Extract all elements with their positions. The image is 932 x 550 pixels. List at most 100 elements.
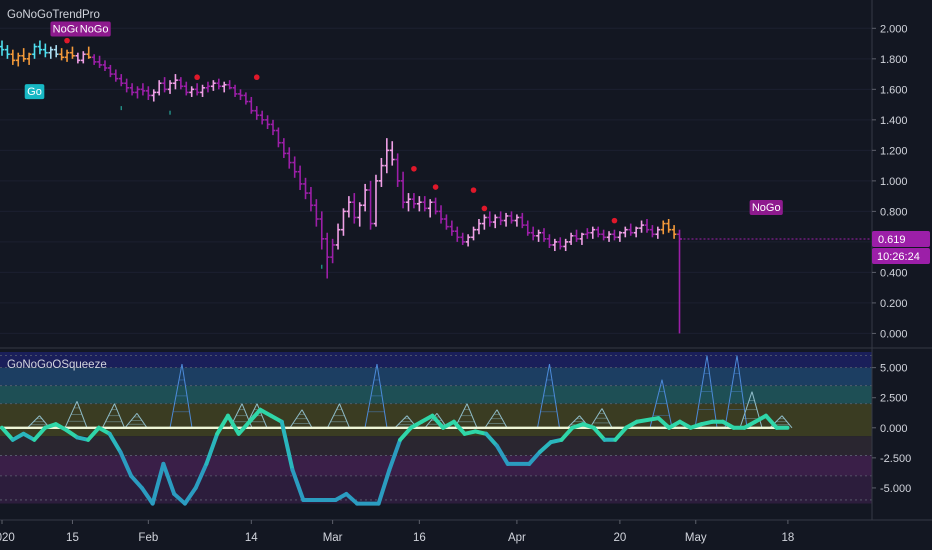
ohlc-bar <box>53 45 59 58</box>
oscillator-segment <box>10 431 26 442</box>
time-axis-label: 15 <box>66 532 79 544</box>
ohlc-bar <box>297 165 303 191</box>
ohlc-bar <box>650 225 655 238</box>
reversal-dot <box>481 205 488 212</box>
ohlc-bar <box>357 202 363 227</box>
ohlc-bar <box>368 180 373 230</box>
oscillator-segment <box>96 425 112 436</box>
ohlc-bar <box>519 212 525 229</box>
ohlc-bar <box>319 211 325 250</box>
oscillator-segment <box>591 425 607 442</box>
oscillator-segment <box>538 440 553 454</box>
oscillator-band <box>0 436 872 456</box>
oscillator-band <box>0 385 872 404</box>
oscillator-segment <box>484 431 499 448</box>
ohlc-bar <box>574 229 579 242</box>
squeeze-tent <box>484 409 508 429</box>
ohlc-bar <box>584 228 590 239</box>
ohlc-bar <box>454 226 460 242</box>
ohlc-bar <box>460 232 466 245</box>
ohlc-bar <box>167 80 173 94</box>
oscillator-segment <box>0 425 15 442</box>
ohlc-bar <box>481 214 487 230</box>
ohlc-bar <box>210 80 216 91</box>
last-price-tag: 0.619 10:26:24 <box>872 230 930 264</box>
oscillator-segment <box>161 461 177 496</box>
oscillator-indicator-title[interactable]: GoNoGoOSqueeze <box>7 359 107 371</box>
ohlc-bar <box>303 177 308 200</box>
ohlc-bar <box>15 52 21 67</box>
ohlc-bar <box>324 232 330 279</box>
ohlc-bar <box>308 186 314 212</box>
ohlc-bar <box>411 193 417 209</box>
ohlc-bar <box>183 81 189 96</box>
oscillator-segment <box>720 419 736 430</box>
ohlc-bar <box>32 43 37 59</box>
ohlc-bar <box>514 214 520 227</box>
ohlc-bar <box>660 220 666 235</box>
price-axis-label: 1.800 <box>880 54 908 66</box>
squeeze-tent <box>364 363 388 428</box>
ohlc-bar <box>444 214 449 230</box>
ohlc-bar <box>124 78 130 93</box>
ohlc-bar <box>449 220 455 236</box>
ohlc-bar <box>471 226 476 241</box>
squeeze-tent <box>739 391 763 428</box>
ohlc-bar <box>541 228 547 242</box>
ohlc-bar <box>671 225 677 239</box>
ohlc-bar <box>498 211 504 226</box>
ohlc-bar <box>487 211 493 227</box>
squeeze-tent <box>169 363 193 428</box>
oscillator-pane[interactable] <box>0 352 872 506</box>
ohlc-bar <box>205 81 211 93</box>
time-axis-label: May <box>685 532 707 544</box>
price-axis-label: 1.200 <box>880 145 908 157</box>
price-axis-label: 1.600 <box>880 84 908 96</box>
ohlc-bar <box>21 48 27 62</box>
ohlc-bar <box>221 81 227 93</box>
ohlc-bar <box>677 229 682 334</box>
price-indicator-title[interactable]: GoNoGoTrendPro <box>7 9 100 21</box>
reversal-dot <box>253 74 260 81</box>
ohlc-bar <box>156 80 162 96</box>
oscillator-segment <box>279 419 295 472</box>
price-markers <box>64 37 872 269</box>
ohlc-bar <box>509 211 514 224</box>
ohlc-bar <box>265 115 270 129</box>
oscillator-band <box>0 475 872 504</box>
oscillator-axis-label: 2.500 <box>880 393 908 405</box>
ohlc-bar <box>384 138 390 174</box>
oscillator-segment <box>139 485 155 506</box>
squeeze-tent <box>589 408 613 429</box>
ohlc-bar <box>612 229 617 241</box>
ohlc-bar <box>75 52 81 64</box>
ohlc-bar <box>80 51 86 64</box>
ohlc-bar <box>313 199 319 227</box>
ohlc-bar <box>622 226 628 238</box>
ohlc-bar <box>48 46 54 59</box>
ohlc-bar <box>37 40 43 55</box>
ohlc-bar <box>606 231 612 242</box>
ohlc-bar <box>254 106 260 120</box>
oscillator-segment <box>408 419 424 430</box>
signal-label: NoGo <box>77 21 111 37</box>
oscillator-segment <box>86 425 101 442</box>
oscillator-axis[interactable]: 5.000 2.500 0.000 -2.500 -5.000 <box>872 363 911 495</box>
time-axis-label: 16 <box>413 532 426 544</box>
price-axis[interactable]: 2.0001.8001.6001.4001.2001.0000.8000.600… <box>872 23 908 340</box>
ohlc-bar <box>422 196 428 212</box>
squeeze-tent <box>694 355 718 428</box>
oscillator-band <box>0 367 872 386</box>
ohlc-bar <box>406 193 411 212</box>
oscillator-segment <box>613 425 629 442</box>
ohlc-bar <box>259 110 265 125</box>
time-axis-label: 20 <box>613 532 626 544</box>
signal-label: Go <box>24 84 45 100</box>
squeeze-tent <box>64 401 88 428</box>
time-axis[interactable]: 2020 15 Feb 14 Mar 16 Apr 20 May 18 <box>0 520 794 544</box>
oscillator-segment <box>236 419 252 436</box>
oscillator-segment <box>182 485 198 506</box>
